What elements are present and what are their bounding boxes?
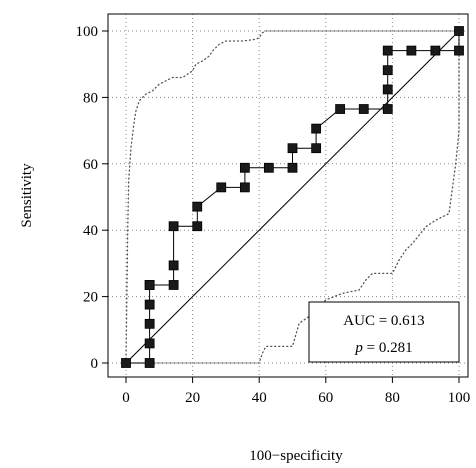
x-tick-label: 60	[318, 390, 333, 406]
roc-point	[287, 143, 298, 154]
y-tick-label: 80	[83, 90, 98, 106]
legend-rect	[308, 301, 460, 363]
upper-confidence-band	[125, 30, 460, 364]
p-value: = 0.281	[363, 340, 413, 356]
roc-point	[144, 358, 155, 368]
roc-point	[382, 104, 393, 114]
roc-point	[311, 143, 322, 154]
y-axis-label: Sensitivity	[19, 163, 35, 228]
roc-point	[144, 338, 155, 349]
roc-point	[144, 299, 155, 310]
roc-point	[382, 65, 393, 76]
roc-point	[144, 318, 155, 329]
y-tick-label: 100	[76, 24, 99, 40]
roc-point	[454, 26, 464, 36]
roc-point	[192, 201, 203, 212]
roc-point	[263, 162, 274, 173]
roc-point	[168, 260, 179, 271]
roc-point	[382, 45, 393, 56]
roc-point	[239, 182, 250, 193]
auc-label: AUC = 0.613	[343, 313, 424, 329]
roc-point	[192, 221, 203, 232]
roc-point	[406, 45, 417, 56]
roc-point	[335, 104, 346, 114]
x-axis-label: 100−specificity	[249, 448, 343, 464]
roc-point	[168, 221, 179, 232]
series-layer	[121, 26, 464, 368]
y-tick-label: 60	[83, 157, 98, 173]
y-tick-label: 40	[83, 223, 98, 239]
auc-legend-box: AUC = 0.613 p = 0.281	[308, 301, 460, 363]
roc-point	[382, 84, 393, 95]
x-tick-label: 80	[385, 390, 400, 406]
roc-point	[168, 280, 179, 290]
p-value-label: p = 0.281	[354, 340, 412, 356]
y-tick-label: 20	[83, 290, 98, 306]
roc-point	[144, 280, 155, 290]
roc-point	[430, 45, 441, 56]
x-tick-label: 40	[252, 390, 267, 406]
y-tick-label: 0	[91, 356, 99, 372]
plot-frame	[107, 13, 469, 378]
roc-point	[311, 123, 322, 134]
roc-point	[239, 162, 250, 173]
roc-point	[121, 358, 131, 368]
roc-point	[358, 104, 369, 114]
roc-point	[454, 45, 464, 56]
reference-diagonal-line	[125, 30, 460, 364]
roc-point	[216, 182, 227, 193]
x-tick-label: 100	[448, 390, 471, 406]
x-tick-label: 0	[122, 390, 130, 406]
p-symbol: p	[354, 340, 363, 356]
lower-confidence-band	[125, 30, 460, 364]
x-tick-label: 20	[185, 390, 200, 406]
roc-point	[287, 162, 298, 173]
axes: 0 20 40 60 80 100 0 20 40 60 80 100	[76, 24, 471, 406]
